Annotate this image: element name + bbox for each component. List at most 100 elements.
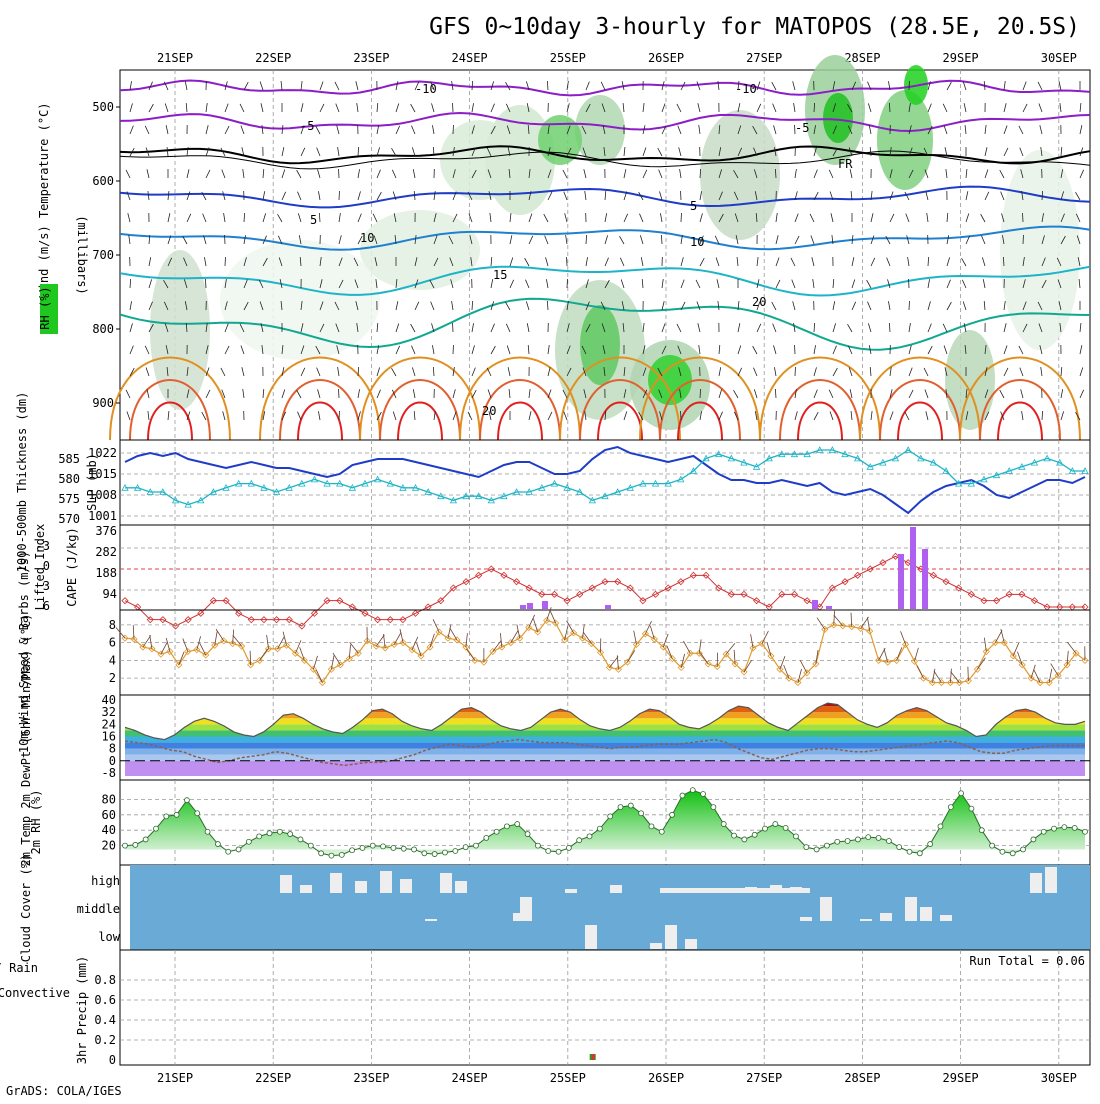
wind-barb xyxy=(547,81,548,90)
wind-barb xyxy=(168,411,169,420)
wind-barb xyxy=(490,213,491,222)
rh-marker xyxy=(959,791,964,796)
temp-band xyxy=(120,743,1090,749)
wind-barb xyxy=(677,324,681,332)
rh-marker xyxy=(195,811,200,816)
wind-barb xyxy=(412,147,415,156)
wind-barb xyxy=(601,82,605,90)
rh-marker xyxy=(329,853,334,858)
wind-barb xyxy=(319,213,320,222)
wind-barb xyxy=(928,324,931,332)
rh-shade xyxy=(150,250,210,410)
wind-barb xyxy=(339,235,341,244)
rh-marker xyxy=(153,826,158,831)
wind-barb xyxy=(909,323,910,332)
rh-marker xyxy=(876,835,881,840)
wind-barb xyxy=(907,235,909,244)
wind-barb xyxy=(964,103,966,112)
wind-barb xyxy=(263,191,265,200)
wind-barb xyxy=(126,170,130,178)
wind-barb xyxy=(282,192,286,200)
rh-marker xyxy=(649,824,654,829)
rh-marker xyxy=(628,803,633,808)
wind-barb xyxy=(871,258,875,266)
wind-barb xyxy=(719,389,722,398)
wind-barb xyxy=(373,214,377,222)
wind-barb xyxy=(962,280,966,288)
wind-barb xyxy=(812,257,814,266)
wind-barb xyxy=(377,192,381,200)
wind-barb xyxy=(1019,126,1023,134)
wind-barb xyxy=(396,103,399,112)
temp-tick: -8 xyxy=(102,766,116,780)
rh-marker xyxy=(1052,826,1057,831)
wind-barb xyxy=(681,280,684,288)
wind-tick: 4 xyxy=(109,653,116,667)
rh-marker xyxy=(804,845,809,850)
cape-bar xyxy=(542,601,548,609)
rh-marker xyxy=(814,847,819,852)
wind-barb xyxy=(225,126,229,134)
ylabel-right: SLP (mb) xyxy=(85,453,99,511)
wind-barb xyxy=(814,367,816,376)
rh-marker xyxy=(432,852,437,857)
wind-barb xyxy=(506,324,510,332)
wind-barb xyxy=(510,280,514,288)
rh-marker xyxy=(422,851,427,856)
wind-barb xyxy=(415,302,419,310)
rh-marker xyxy=(639,811,644,816)
wind-barb xyxy=(333,653,340,665)
wind-barb xyxy=(529,411,531,420)
wind-barb xyxy=(624,214,628,222)
wind-barb xyxy=(166,638,170,652)
wind-barb xyxy=(981,214,985,222)
wind-barb xyxy=(985,169,988,178)
wind-tick: 6 xyxy=(109,636,116,650)
convective-bar xyxy=(592,1054,595,1060)
pressure-tick: 800 xyxy=(92,322,114,336)
wind-barb xyxy=(773,324,776,332)
cape-tick: 282 xyxy=(95,545,117,559)
wind-barb xyxy=(605,191,606,200)
wind-barb xyxy=(984,301,985,310)
wind-barb xyxy=(982,257,985,266)
wind-barb xyxy=(1042,411,1043,420)
wind-barb xyxy=(187,214,191,222)
wind-barb xyxy=(966,191,968,200)
wind-barb xyxy=(624,411,627,420)
wind-barb xyxy=(414,411,415,420)
date-label-bottom: 25SEP xyxy=(550,1071,586,1085)
wind-barb xyxy=(1080,125,1082,134)
wind-barb xyxy=(185,81,187,90)
wind-barb xyxy=(1004,301,1005,310)
wind-barb xyxy=(719,412,723,420)
wind-barb xyxy=(888,279,890,288)
wind-barb xyxy=(583,632,591,643)
wind-barb xyxy=(871,213,873,222)
wind-barb xyxy=(377,170,381,178)
rh-marker xyxy=(763,826,768,831)
wind-barb xyxy=(829,170,833,178)
wind-barb xyxy=(278,214,283,222)
wind-barb xyxy=(984,81,985,90)
cloud-layer-label: middle xyxy=(77,902,120,916)
date-label-top: 22SEP xyxy=(255,51,291,65)
wind-barb xyxy=(1061,411,1064,420)
wind-barb xyxy=(1080,345,1082,354)
wind-barb xyxy=(681,257,683,266)
date-label-bottom: 26SEP xyxy=(648,1071,684,1085)
wind-barb xyxy=(1004,323,1006,332)
wind-barb xyxy=(928,301,930,310)
wind-barb xyxy=(392,170,396,178)
wind-barb xyxy=(774,345,776,354)
rh-marker xyxy=(866,835,871,840)
wind-barb xyxy=(963,301,966,310)
rh-marker xyxy=(897,845,902,850)
wind-barb xyxy=(868,103,871,112)
wind-barb xyxy=(126,390,130,398)
wind-barb xyxy=(793,81,795,90)
wind-barb xyxy=(1000,390,1004,398)
wind-barb xyxy=(772,82,776,90)
